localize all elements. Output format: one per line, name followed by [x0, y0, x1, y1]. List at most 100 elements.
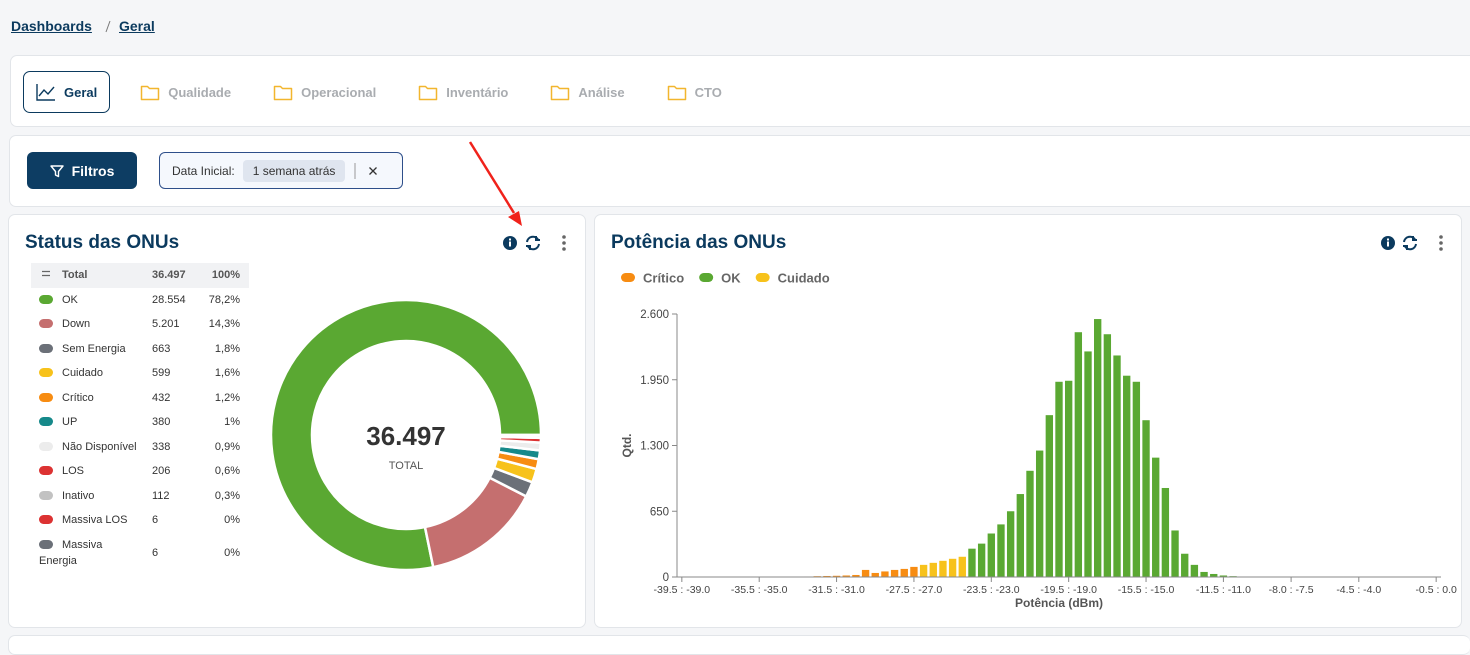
folder-icon: [418, 83, 438, 101]
bar: [1055, 382, 1062, 577]
panel-icons: [1381, 235, 1443, 251]
y-tick-label: 0: [663, 572, 669, 584]
legend-swatch: [621, 273, 635, 282]
bar: [1017, 494, 1024, 577]
chart-icon: [36, 83, 56, 101]
panel-icons: [503, 235, 566, 251]
donut-slice: [425, 478, 526, 567]
bar: [1046, 415, 1053, 577]
folder-icon: [273, 83, 293, 101]
breadcrumb-separator: [104, 20, 112, 34]
tab[interactable]: Geral: [23, 71, 110, 113]
bar: [920, 565, 927, 577]
bar: [939, 561, 946, 577]
folder-icon: [140, 83, 160, 101]
bar: [988, 534, 995, 577]
bar: [1171, 530, 1178, 577]
bar: [959, 557, 966, 577]
tab[interactable]: Qualidade: [140, 72, 231, 112]
tab[interactable]: CTO: [667, 72, 722, 112]
bar: [872, 573, 879, 577]
bar: [1142, 420, 1149, 577]
y-axis-title: Qtd.: [620, 434, 634, 458]
bar: [930, 563, 937, 577]
icon-path: [552, 87, 569, 100]
bar: [881, 571, 888, 577]
bar: [891, 570, 898, 577]
tab-label: Inventário: [446, 85, 508, 100]
bar: [1133, 382, 1140, 577]
filter-chip: Data Inicial: 1 semana atrás: [159, 152, 403, 189]
breadcrumb-link[interactable]: Geral: [119, 18, 155, 34]
icon-path: [420, 87, 437, 100]
tab-label: CTO: [695, 85, 722, 100]
tab[interactable]: Operacional: [273, 72, 376, 112]
tab[interactable]: Análise: [550, 72, 624, 112]
filters-card: Filtros Data Inicial: 1 semana atrás: [9, 135, 1470, 207]
bar: [1084, 351, 1091, 577]
tab-label: Análise: [578, 85, 624, 100]
tab-label: Operacional: [301, 85, 376, 100]
bar: [1123, 376, 1130, 577]
filter-button[interactable]: Filtros: [27, 152, 137, 189]
bar: [1162, 488, 1169, 577]
y-tick-label: 1.300: [640, 441, 669, 453]
tab-label: Qualidade: [168, 85, 231, 100]
x-tick-label: -27.5 : -27.0: [886, 584, 943, 596]
bar: [1113, 355, 1120, 577]
bar: [1065, 381, 1072, 577]
donut-chart: 36.497 TOTAL: [9, 215, 585, 627]
legend-label: Crítico: [643, 271, 684, 286]
x-axis-title: Potência (dBm): [1015, 596, 1103, 610]
bar: [862, 570, 869, 577]
icon-path: [142, 87, 159, 100]
chip-value: 1 semana atrás: [243, 160, 346, 182]
bar: [1104, 334, 1111, 577]
folder-icon: [550, 83, 570, 101]
tab[interactable]: Inventário: [418, 72, 508, 112]
x-tick-label: -4.5 : -4.0: [1336, 584, 1381, 596]
x-tick-label: -8.0 : -7.5: [1269, 584, 1314, 596]
icon-path: [668, 87, 685, 100]
y-tick-label: 650: [650, 506, 669, 518]
bar: [1152, 458, 1159, 577]
breadcrumb-link[interactable]: Dashboards: [11, 18, 92, 34]
donut-total: 36.497: [366, 421, 446, 451]
icon-path: [275, 87, 292, 100]
x-tick-label: -15.5 : -15.0: [1118, 584, 1175, 596]
x-tick-label: -19.5 : -19.0: [1040, 584, 1097, 596]
filter-button-label: Filtros: [72, 163, 115, 179]
next-card: [8, 635, 1470, 655]
refresh-icon[interactable]: [527, 237, 539, 250]
bar: [978, 544, 985, 577]
donut-center-label: TOTAL: [389, 460, 423, 472]
y-tick-label: 2.600: [640, 309, 669, 321]
chip-remove[interactable]: [368, 166, 378, 176]
bar: [949, 559, 956, 577]
refresh-icon[interactable]: [1404, 237, 1416, 250]
bar: [901, 569, 908, 577]
legend-label: OK: [721, 271, 741, 286]
x-tick-label: -23.5 : -23.0: [963, 584, 1020, 596]
menu-icon[interactable]: [1439, 235, 1443, 251]
funnel-icon: [50, 164, 64, 178]
bar: [1094, 319, 1101, 577]
x-tick-label: -11.5 : -11.0: [1196, 584, 1251, 596]
bar: [1200, 572, 1207, 577]
y-tick-label: 1.950: [640, 375, 669, 387]
x-tick-label: -0.5 : 0.0: [1415, 584, 1457, 596]
bar: [1181, 554, 1188, 577]
x-tick-label: -39.5 : -39.0: [654, 584, 711, 596]
chip-label: Data Inicial:: [172, 164, 235, 178]
bar: [1026, 471, 1033, 577]
folder-icon: [667, 83, 687, 101]
menu-icon[interactable]: [562, 235, 566, 251]
legend-swatch: [756, 273, 770, 282]
x-tick-label: -31.5 : -31.0: [808, 584, 865, 596]
tabs-card: Geral Qualidade Operacional Inventário Análi…: [10, 55, 1470, 127]
chip-divider: [351, 162, 359, 180]
